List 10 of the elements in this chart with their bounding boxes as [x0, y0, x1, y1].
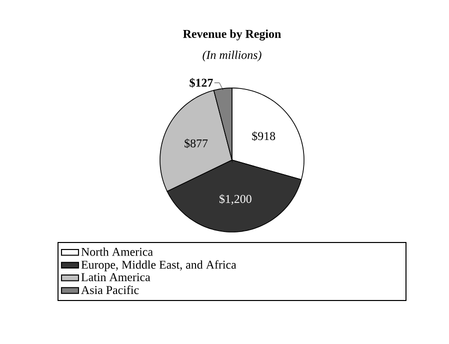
- data-label: $127: [190, 78, 213, 88]
- legend-label: Asia Pacific: [81, 286, 139, 294]
- chart-subtitle: (In millions): [202, 50, 262, 62]
- legend-label: Europe, Middle East, and Africa: [81, 260, 236, 272]
- data-label: $1,200: [220, 194, 252, 205]
- legend-label: North America: [81, 247, 153, 256]
- data-label: $918: [252, 131, 276, 141]
- chart-title: Revenue by Region: [183, 30, 281, 40]
- data-label: $877: [184, 138, 208, 148]
- legend-label: Latin America: [81, 273, 150, 282]
